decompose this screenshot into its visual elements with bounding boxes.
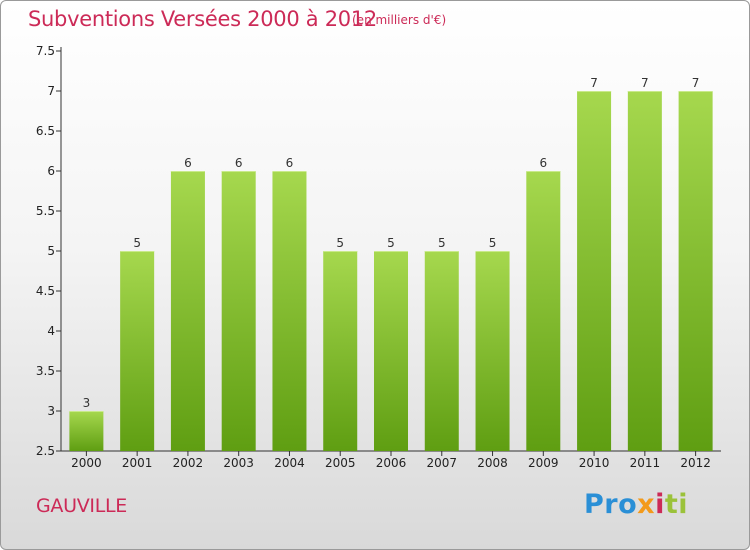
x-tick-label: 2000 — [71, 456, 102, 470]
x-tick-label: 2012 — [680, 456, 711, 470]
y-tick-label: 3.5 — [36, 364, 55, 378]
bar-2004[interactable] — [272, 171, 307, 451]
bar-series — [69, 91, 713, 451]
x-tick-label: 2011 — [630, 456, 661, 470]
bar-2001[interactable] — [120, 251, 155, 451]
y-tick-label: 4.5 — [36, 284, 55, 298]
x-tick-label: 2001 — [122, 456, 153, 470]
bar-2002[interactable] — [170, 171, 205, 451]
bar-2011[interactable] — [627, 91, 662, 451]
data-label-2004: 6 — [286, 156, 294, 170]
data-label-2000: 3 — [83, 396, 91, 410]
bar-2007[interactable] — [424, 251, 459, 451]
x-tick-label: 2006 — [376, 456, 407, 470]
bar-2006[interactable] — [374, 251, 408, 451]
y-tick-label: 6.5 — [36, 124, 55, 138]
data-label-2003: 6 — [235, 156, 243, 170]
data-label-2007: 5 — [438, 236, 446, 250]
y-tick-label: 5.5 — [36, 204, 55, 218]
data-label-2012: 7 — [692, 76, 700, 90]
data-label-2009: 6 — [539, 156, 547, 170]
bar-2009[interactable] — [526, 171, 561, 451]
x-tick-label: 2007 — [426, 456, 457, 470]
y-tick-label: 4 — [47, 324, 55, 338]
x-tick-label: 2009 — [528, 456, 559, 470]
bar-2003[interactable] — [221, 171, 256, 451]
x-tick-label: 2004 — [274, 456, 305, 470]
y-tick-label: 2.5 — [36, 444, 55, 458]
y-tick-label: 7.5 — [36, 44, 55, 58]
y-tick-label: 5 — [47, 244, 55, 258]
chart-axes: 2.5 3 3.5 4 4.5 5 5.5 6 6.5 7 7.5 2000 2001 2002 2003 2… — [36, 44, 721, 470]
y-tick-label: 3 — [47, 404, 55, 418]
x-tick-label: 2010 — [579, 456, 610, 470]
bar-2008[interactable] — [475, 251, 510, 451]
y-tick-label: 6 — [47, 164, 55, 178]
y-tick-label: 7 — [47, 84, 55, 98]
bar-2000[interactable] — [69, 411, 104, 451]
x-tick-label: 2008 — [477, 456, 508, 470]
bar-2012[interactable] — [678, 91, 713, 451]
data-labels: 3 5 6 6 6 5 5 5 5 6 7 7 7 — [83, 76, 700, 410]
x-tick-label: 2005 — [325, 456, 356, 470]
chart-unit: (en milliers d'€) — [352, 13, 447, 27]
data-label-2008: 5 — [489, 236, 497, 250]
x-tick-label: 2002 — [173, 456, 204, 470]
bar-2005[interactable] — [323, 251, 358, 451]
data-label-2005: 5 — [336, 236, 344, 250]
data-label-2002: 6 — [184, 156, 192, 170]
bar-2010[interactable] — [577, 91, 612, 451]
proxiti-logo[interactable]: Proxiti — [584, 489, 689, 520]
data-label-2010: 7 — [590, 76, 598, 90]
data-label-2011: 7 — [641, 76, 649, 90]
x-tick-label: 2003 — [223, 456, 254, 470]
data-label-2006: 5 — [387, 236, 395, 250]
place-name: GAUVILLE — [36, 495, 128, 517]
data-label-2001: 5 — [133, 236, 141, 250]
chart-title: Subventions Versées 2000 à 2012 — [28, 7, 377, 31]
